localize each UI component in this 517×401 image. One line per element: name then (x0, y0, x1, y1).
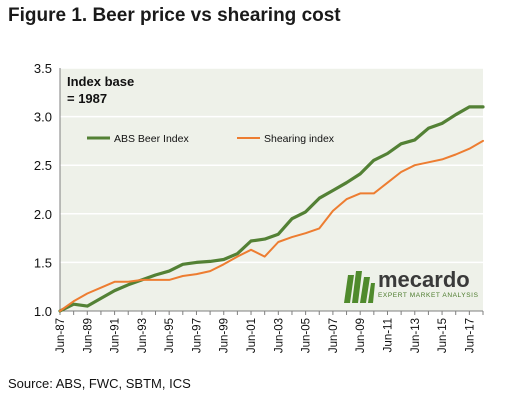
x-tick-label: Jun-17 (464, 318, 476, 353)
y-tick-label: 1.5 (34, 255, 52, 270)
x-tick-label: Jun-93 (137, 318, 149, 353)
y-tick-label: 3.5 (34, 61, 52, 76)
logo-wordmark: mecardo (378, 267, 470, 292)
mecardo-logo: mecardo EXPERT MARKET ANALYSIS (342, 267, 482, 307)
y-tick-label: 3.0 (34, 110, 52, 125)
x-tick-label: Jun-95 (164, 318, 176, 353)
index-base-note: Index base = 1987 (67, 73, 134, 107)
gridlines (60, 67, 483, 264)
x-tick-label: Jun-05 (301, 318, 313, 353)
y-tick-label: 1.0 (34, 304, 52, 319)
x-tick-label: Jun-15 (437, 318, 449, 353)
x-tick-label: Jun-89 (82, 318, 94, 353)
x-tick-label: Jun-01 (246, 318, 258, 353)
x-tick-label: Jun-09 (355, 318, 367, 353)
legend-label-beer: ABS Beer Index (114, 133, 189, 145)
plot-area (60, 68, 483, 311)
logo-tagline: EXPERT MARKET ANALYSIS (378, 292, 479, 299)
legend-label-shearing: Shearing index (264, 133, 335, 145)
source-note: Source: ABS, FWC, SBTM, ICS (8, 376, 191, 391)
x-tick-label: Jun-11 (382, 318, 394, 352)
x-tick-label: Jun-87 (55, 318, 67, 353)
x-tick-label: Jun-91 (110, 318, 122, 353)
x-tick-label: Jun-99 (219, 318, 231, 353)
logo-mark-icon (344, 271, 375, 303)
legend: ABS Beer Index Shearing index (87, 133, 335, 145)
y-tick-label: 2.5 (34, 158, 52, 173)
series-lines (58, 105, 485, 313)
axes: 1.0 1.5 2.0 2.5 3.0 3.5 Jun-87 Jun-89 Jun-91 Jun-… (34, 61, 484, 353)
figure-title: Figure 1. Beer price vs shearing cost (8, 5, 341, 26)
index-base-note-line1: Index base (67, 74, 135, 89)
series-line-shearing (59, 139, 484, 312)
series-line-beer (58, 105, 485, 313)
x-tick-label: Jun-13 (410, 318, 422, 353)
x-tick-label: Jun-07 (328, 318, 340, 353)
x-tick-label: Jun-03 (273, 318, 285, 353)
index-base-note-line2: = 1987 (67, 91, 108, 106)
x-tick-label: Jun-97 (191, 318, 203, 353)
y-tick-label: 2.0 (34, 207, 52, 222)
